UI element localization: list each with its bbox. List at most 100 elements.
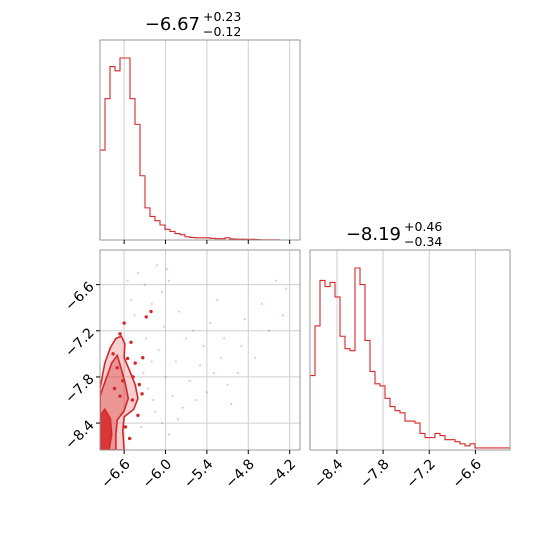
scatter-x-tick-label-4: −4.2 [264, 456, 299, 491]
density-point-5 [131, 375, 135, 379]
scatter-y-tick-label-3: −8.4 [62, 417, 97, 452]
scatter-point-5 [178, 310, 181, 313]
scatter-point-2 [150, 302, 153, 305]
x-tick-label-2: −7.2 [403, 456, 438, 491]
histogram-step-top [99, 57, 300, 241]
scatter-point-29 [140, 425, 143, 429]
density-point-9 [149, 309, 153, 314]
top-grid [123, 40, 291, 240]
density-point-12 [130, 398, 135, 402]
density-point-3 [137, 382, 142, 387]
scatter-point-6 [185, 337, 188, 340]
scatter-point-10 [209, 321, 212, 325]
title-top-median: −6.67 [145, 14, 200, 35]
scatter-point-23 [174, 360, 177, 363]
scatter-point-47 [152, 398, 155, 402]
density-point-19 [112, 386, 117, 391]
scatter-y-tick-label-1: −7.2 [62, 325, 97, 360]
scatter-point-41 [240, 345, 243, 348]
scatter-point-37 [133, 314, 136, 317]
scatter-point-18 [274, 279, 277, 282]
density-point-15 [111, 352, 115, 356]
scatter-x-ticks: −6.6 −6.0 −5.4 −4.8 −4.2 [98, 450, 299, 492]
scatter-point-25 [147, 387, 150, 390]
density-point-10 [141, 355, 145, 360]
scatter-point-8 [198, 364, 202, 367]
scatter-x-tick-label-3: −4.8 [223, 456, 258, 491]
x-tick-label-1: −7.8 [357, 456, 392, 491]
scatter-point-21 [164, 375, 167, 379]
panel-bottom-left-scatter: −6.6 −6.0 −5.4 −4.8 −4.2 −6.6−7.2−7.8−8.4 [62, 249, 301, 492]
scatter-point-17 [260, 302, 264, 305]
top-x-ticks [123, 240, 291, 244]
title-br-plus: +0.46 [404, 219, 442, 234]
scatter-point-1 [143, 283, 146, 286]
scatter-point-36 [129, 298, 133, 302]
panel-top-left-histogram: −6.67 +0.23 −0.12 [99, 9, 301, 244]
scatter-point-48 [176, 418, 180, 421]
panel-bottom-right-histogram: −8.4 −7.8 −7.2 −6.6 −8.19 +0.46 −0.34 [309, 219, 511, 492]
scatter-point-3 [160, 291, 164, 294]
histogram-step-bottom-right [309, 267, 511, 450]
scatter-point-40 [223, 337, 226, 340]
panel-frame-bottom-left [99, 249, 301, 451]
title-top-minus: −0.12 [203, 24, 241, 39]
scatter-points [126, 264, 288, 436]
density-points [111, 309, 153, 441]
title-top-plus: +0.23 [203, 9, 241, 24]
scatter-point-4 [167, 279, 171, 282]
scatter-point-46 [142, 371, 145, 375]
scatter-point-15 [243, 318, 246, 321]
scatter-point-30 [150, 360, 153, 363]
scatter-x-tick-label-2: −5.4 [181, 456, 216, 491]
density-contours [100, 335, 139, 450]
scatter-point-11 [219, 356, 222, 359]
scatter-x-tick-label-0: −6.6 [98, 456, 133, 491]
scatter-point-38 [126, 279, 129, 282]
scatter-point-9 [202, 345, 205, 348]
density-point-14 [115, 365, 119, 370]
scatter-point-16 [254, 356, 257, 359]
density-point-2 [133, 361, 137, 365]
scatter-point-44 [156, 264, 159, 267]
bottom-right-x-ticks: −8.4 −7.8 −7.2 −6.6 [311, 450, 485, 492]
scatter-point-24 [181, 406, 184, 409]
scatter-point-49 [163, 325, 166, 329]
scatter-point-7 [192, 329, 195, 332]
scatter-point-26 [154, 410, 157, 413]
scatter-point-13 [229, 402, 233, 405]
panel-frame-top-left [99, 39, 301, 241]
title-br-minus: −0.34 [404, 234, 442, 249]
density-point-7 [118, 332, 122, 336]
scatter-point-20 [157, 348, 160, 352]
scatter-point-32 [188, 379, 191, 382]
x-tick-label-3: −6.6 [450, 456, 485, 491]
density-point-0 [122, 321, 126, 325]
density-point-8 [144, 315, 148, 319]
title-br-median: −8.19 [346, 224, 401, 245]
scatter-point-22 [171, 395, 174, 398]
x-tick-label-0: −8.4 [311, 456, 346, 491]
scatter-point-34 [205, 391, 208, 394]
density-point-1 [129, 340, 133, 345]
scatter-point-33 [195, 398, 198, 402]
density-point-13 [121, 379, 125, 383]
scatter-x-tick-label-1: −6.0 [140, 456, 175, 491]
density-point-17 [127, 436, 132, 441]
scatter-y-tick-label-2: −7.8 [62, 371, 97, 406]
scatter-point-35 [212, 371, 215, 375]
density-point-11 [136, 413, 140, 418]
scatter-y-tick-label-0: −6.6 [62, 279, 97, 314]
scatter-point-0 [136, 271, 140, 275]
panel-frame-bottom-right [309, 249, 511, 451]
scatter-point-45 [165, 268, 168, 271]
scatter-point-19 [285, 287, 288, 290]
scatter-point-31 [145, 337, 148, 340]
scatter-point-39 [216, 298, 219, 302]
density-point-4 [140, 392, 144, 396]
scatter-point-28 [167, 433, 171, 436]
bottom-right-grid [336, 250, 476, 450]
density-point-16 [123, 425, 128, 429]
scatter-point-43 [281, 314, 284, 317]
